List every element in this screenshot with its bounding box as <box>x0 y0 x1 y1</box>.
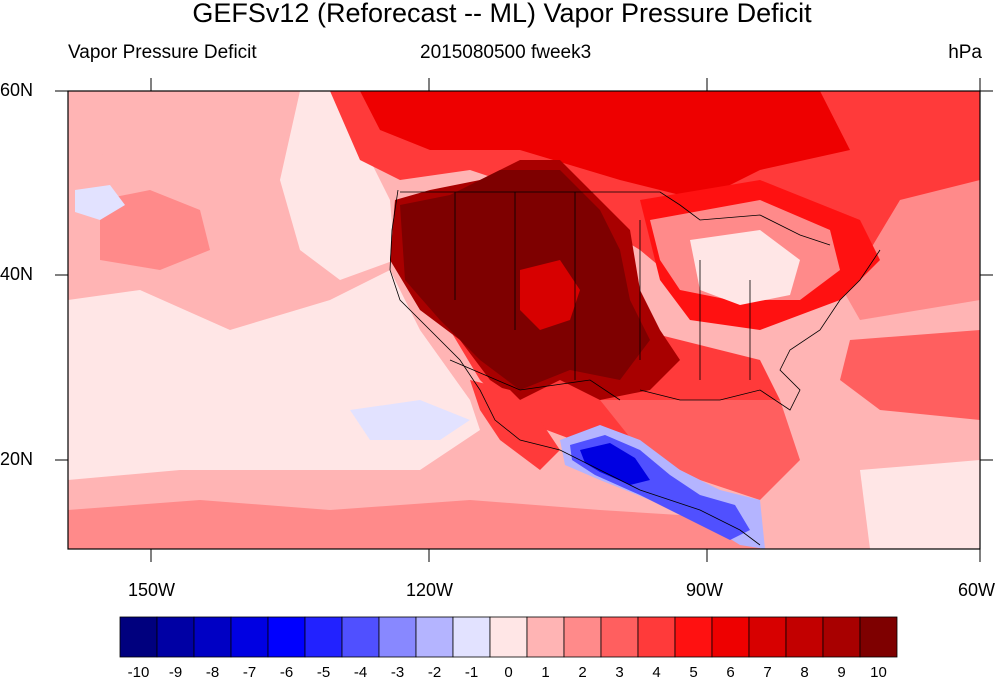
colorbar-box <box>119 616 158 658</box>
map-frame <box>67 90 981 550</box>
colorbar-label: 5 <box>689 664 698 681</box>
colorbar-box <box>304 616 343 658</box>
map-field <box>68 91 980 549</box>
colorbar-box <box>859 616 898 658</box>
map-title: GEFSv12 (Reforecast -- ML) Vapor Pressur… <box>192 0 812 28</box>
colorbar-label: 2 <box>578 664 587 681</box>
colorbar-box <box>230 616 269 658</box>
colorbar-label: -7 <box>242 664 257 681</box>
colorbar <box>119 616 898 658</box>
lon-label-90w: 90W <box>686 580 724 600</box>
forecast-date-label: 2015080500 fweek3 <box>420 42 592 63</box>
colorbar-label: 10 <box>870 664 887 681</box>
colorbar-label: -3 <box>390 664 405 681</box>
colorbar-label: 4 <box>652 664 661 681</box>
lon-label-150w: 150W <box>128 580 176 600</box>
colorbar-label: -10 <box>127 664 150 681</box>
colorbar-label: 9 <box>837 664 846 681</box>
colorbar-box <box>748 616 787 658</box>
colorbar-label: 6 <box>726 664 735 681</box>
units-label: hPa <box>948 42 982 63</box>
colorbar-box <box>267 616 306 658</box>
colorbar-box <box>637 616 676 658</box>
lon-label-120w: 120W <box>406 580 454 600</box>
colorbar-label: -5 <box>316 664 331 681</box>
lat-label-20n: 20N <box>0 449 34 469</box>
colorbar-box <box>193 616 232 658</box>
lat-label-40n: 40N <box>0 264 34 284</box>
colorbar-label: 0 <box>504 664 513 681</box>
colorbar-box <box>563 616 602 658</box>
colorbar-label: 7 <box>763 664 772 681</box>
colorbar-box <box>489 616 528 658</box>
colorbar-box <box>526 616 565 658</box>
colorbar-box <box>452 616 491 658</box>
colorbar-box <box>156 616 195 658</box>
colorbar-label: 8 <box>800 664 809 681</box>
colorbar-label: -2 <box>427 664 442 681</box>
colorbar-box <box>600 616 639 658</box>
lat-label-60n: 60N <box>0 80 34 100</box>
colorbar-box <box>711 616 750 658</box>
colorbar-box <box>378 616 417 658</box>
colorbar-label: 1 <box>541 664 550 681</box>
colorbar-box <box>822 616 861 658</box>
lon-label-60w: 60W <box>958 580 996 600</box>
colorbar-label: -1 <box>464 664 479 681</box>
colorbar-box <box>415 616 454 658</box>
colorbar-box <box>674 616 713 658</box>
colorbar-box <box>785 616 824 658</box>
colorbar-label: -4 <box>353 664 368 681</box>
colorbar-label: -9 <box>168 664 183 681</box>
colorbar-label: -8 <box>205 664 220 681</box>
colorbar-box <box>341 616 380 658</box>
colorbar-label: -6 <box>279 664 294 681</box>
colorbar-label: 3 <box>615 664 624 681</box>
variable-label: Vapor Pressure Deficit <box>68 42 257 63</box>
